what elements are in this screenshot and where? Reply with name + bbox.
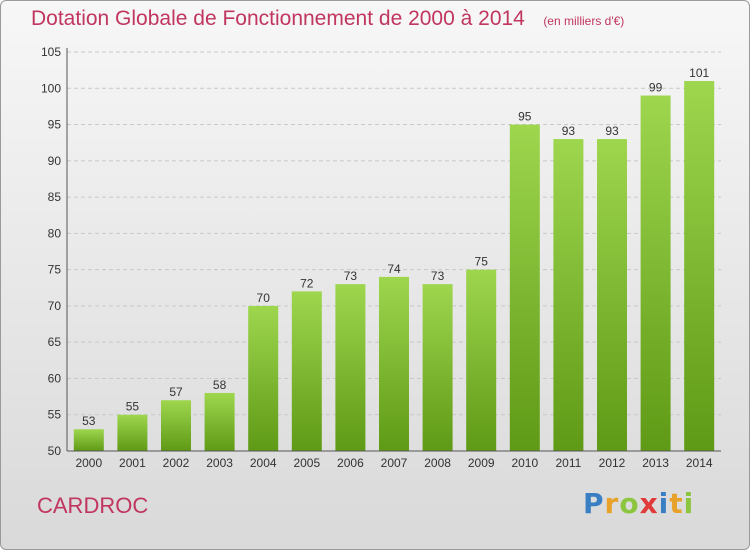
bar-value-label: 95 [518, 110, 532, 124]
bar [466, 269, 497, 451]
bar [597, 139, 627, 451]
bar-value-label: 93 [562, 124, 576, 138]
bar [248, 305, 279, 451]
y-tick-label: 80 [48, 226, 62, 240]
bar [335, 284, 366, 451]
x-tick-label: 2004 [250, 456, 277, 470]
bar-value-label: 74 [387, 262, 401, 276]
bar-value-label: 101 [689, 66, 709, 80]
x-tick-label: 2000 [75, 456, 102, 470]
logo-letter: r [604, 487, 620, 520]
y-tick-label: 85 [48, 190, 62, 204]
bar-value-label: 73 [431, 269, 445, 283]
bar [73, 429, 104, 451]
bar-value-label: 93 [605, 124, 619, 138]
y-tick-label: 65 [48, 335, 62, 349]
y-tick-label: 75 [48, 263, 62, 277]
logo-letter: o [619, 487, 640, 520]
logo-letter: i [658, 487, 670, 520]
bar-value-label: 53 [82, 414, 96, 428]
bar [161, 400, 191, 451]
y-tick-label: 70 [48, 299, 62, 313]
bar [509, 124, 540, 451]
y-tick-label: 105 [41, 45, 61, 59]
proxiti-logo: Proxiti [583, 487, 694, 520]
y-tick-label: 60 [48, 371, 62, 385]
logo-letter: x [639, 487, 659, 520]
x-tick-label: 2002 [163, 456, 190, 470]
commune-name: CARDROC [37, 493, 149, 518]
x-tick-label: 2006 [337, 456, 364, 470]
bar [422, 284, 453, 451]
x-tick-label: 2011 [555, 456, 581, 470]
logo-letter: i [683, 487, 695, 520]
x-tick-label: 2010 [511, 456, 538, 470]
chart-title: Dotation Globale de Fonctionnement de 20… [31, 7, 525, 30]
bar-value-label: 73 [344, 269, 358, 283]
bar [379, 276, 409, 451]
bar-value-label: 58 [213, 378, 227, 392]
logo-letter: t [669, 487, 684, 520]
y-tick-label: 100 [41, 81, 61, 95]
chart-title-block: Dotation Globale de Fonctionnement de 20… [31, 7, 624, 31]
bar-value-label: 70 [257, 291, 271, 305]
bar-value-label: 75 [475, 255, 489, 269]
x-tick-label: 2001 [119, 456, 146, 470]
bar [684, 81, 715, 451]
chart-unit: (en milliers d'€) [543, 14, 625, 28]
x-tick-label: 2014 [686, 456, 713, 470]
x-tick-label: 2013 [642, 456, 669, 470]
logo-letter: P [583, 487, 605, 520]
x-tick-label: 2012 [599, 456, 626, 470]
x-tick-label: 2005 [293, 456, 320, 470]
bar [204, 392, 235, 451]
bar-value-label: 99 [649, 81, 663, 95]
bar [553, 139, 584, 451]
y-tick-label: 90 [48, 154, 62, 168]
y-tick-label: 50 [48, 444, 62, 458]
x-tick-label: 2003 [206, 456, 233, 470]
x-tick-label: 2008 [424, 456, 451, 470]
x-tick-label: 2007 [381, 456, 408, 470]
bar [291, 291, 322, 451]
bar [640, 95, 671, 451]
bar [117, 414, 148, 451]
y-tick-label: 55 [48, 408, 62, 422]
bar-value-label: 55 [126, 400, 140, 414]
bar-value-label: 57 [169, 385, 183, 399]
x-tick-label: 2009 [468, 456, 495, 470]
y-tick-label: 95 [48, 118, 62, 132]
bar-value-label: 72 [300, 276, 314, 290]
